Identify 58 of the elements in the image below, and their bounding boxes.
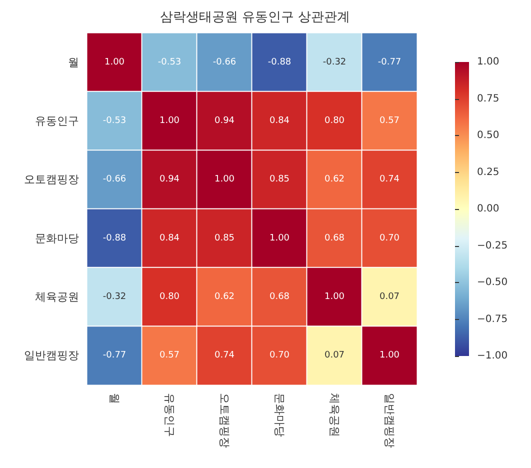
color-bar-label: −0.50 <box>477 277 508 288</box>
data-label: 0.80 <box>324 116 345 126</box>
data-label: 1.00 <box>379 350 400 361</box>
color-bar-label: 0.75 <box>477 93 500 104</box>
data-label: 0.70 <box>269 350 290 361</box>
x-tick-label: 체육공원 <box>328 393 341 437</box>
x-tick-label: 유동인구 <box>163 393 176 437</box>
data-label: 1.00 <box>214 174 235 185</box>
data-label: 0.85 <box>214 233 235 244</box>
data-label: 0.94 <box>159 174 180 185</box>
color-bar-label: 0.25 <box>477 166 500 178</box>
data-label: 0.57 <box>159 350 180 361</box>
data-label: -0.88 <box>268 57 292 68</box>
data-label: 0.84 <box>159 233 180 244</box>
data-label: 1.00 <box>324 292 345 302</box>
data-label: -0.88 <box>102 233 126 244</box>
x-tick-label: 일반캠핑장 <box>383 393 396 448</box>
data-label: -0.66 <box>102 174 126 185</box>
chart-title: 삼락생태공원 유동인구 상관관계 <box>160 10 350 25</box>
data-label: 0.70 <box>379 233 400 244</box>
data-label: -0.32 <box>102 292 126 302</box>
data-label: 0.07 <box>379 292 400 302</box>
color-bar-label: 0.50 <box>477 130 500 141</box>
data-label: 0.74 <box>214 350 235 361</box>
y-tick-label: 월 <box>68 56 79 69</box>
data-label: 1.00 <box>159 116 180 126</box>
y-tick-label: 유동인구 <box>35 114 79 128</box>
data-label: 0.80 <box>159 292 180 302</box>
data-label: -0.77 <box>102 350 126 361</box>
data-label: 0.62 <box>214 292 235 302</box>
data-label: 0.85 <box>269 174 290 185</box>
y-tick-label: 오토캠핑장 <box>24 173 79 186</box>
data-label: -0.32 <box>322 57 346 68</box>
y-tick-label: 문화마당 <box>35 232 79 245</box>
data-label: 0.68 <box>324 233 345 244</box>
data-label: 0.07 <box>324 350 345 361</box>
data-label: 0.68 <box>269 292 290 302</box>
y-tick-label: 일반캠핑장 <box>24 349 79 362</box>
x-tick-label: 월 <box>108 393 121 404</box>
data-label: 0.94 <box>214 116 235 126</box>
data-label: 0.74 <box>379 174 400 185</box>
data-label: 0.62 <box>324 174 345 185</box>
data-label: -0.53 <box>158 57 182 68</box>
color-bar-label: 1.00 <box>477 56 500 68</box>
data-label: 1.00 <box>269 233 290 244</box>
x-tick-label: 문화마당 <box>273 393 286 437</box>
color-bar-label: −0.25 <box>477 240 508 252</box>
color-bar-label: −0.75 <box>477 314 508 325</box>
color-bar-label: −1.00 <box>477 350 508 362</box>
data-label: -0.77 <box>378 57 402 68</box>
y-tick-label: 체육공원 <box>35 290 79 304</box>
data-label: -0.66 <box>212 57 236 68</box>
data-label: 0.57 <box>379 116 400 126</box>
data-label: -0.53 <box>102 116 126 126</box>
data-label: 0.84 <box>269 116 290 126</box>
data-label: 1.00 <box>104 57 125 68</box>
x-tick-label: 오토캠핑장 <box>218 393 231 448</box>
color-bar-label: 0.00 <box>477 204 500 214</box>
